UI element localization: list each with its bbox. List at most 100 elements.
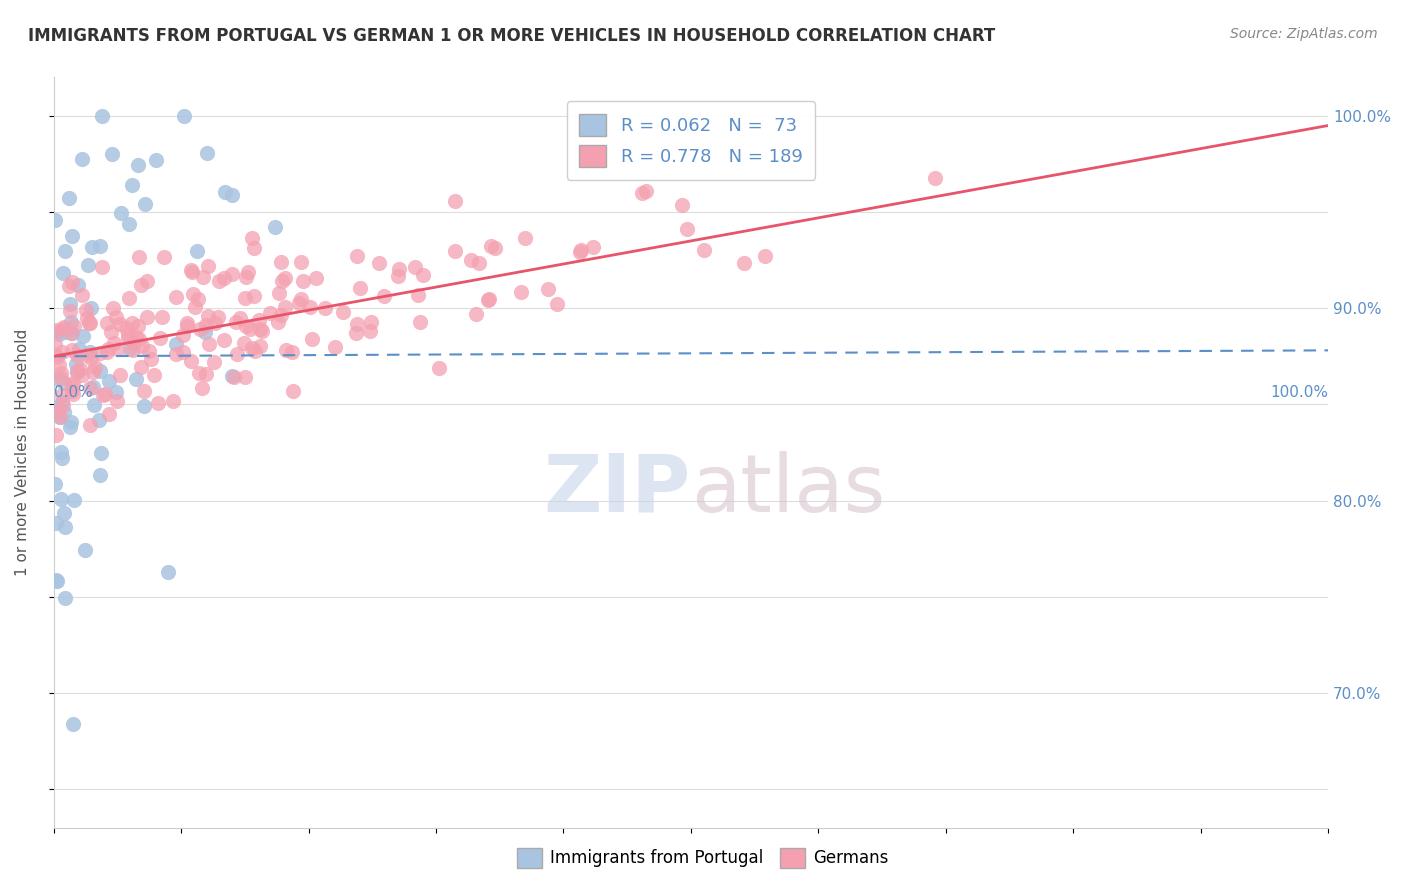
Point [49, 366, 72, 380]
Point [225, 315, 247, 329]
Point [53, 405, 76, 419]
Point [214, 333, 236, 347]
Point [138, 344, 160, 359]
Point [153, 250, 176, 264]
Point [51, 395, 73, 409]
Point [46, 400, 69, 414]
Point [122, 343, 145, 357]
Point [79, 417, 101, 432]
Point [62, 276, 84, 290]
Point [187, 292, 209, 306]
Point [52, 267, 75, 281]
Point [187, 367, 209, 381]
Point [477, 293, 499, 308]
Point [349, 281, 371, 295]
Point [186, 244, 208, 259]
Point [72, 288, 94, 302]
Point [287, 296, 309, 310]
Point [132, 384, 155, 398]
Point [53, 591, 76, 605]
Point [194, 318, 217, 332]
Point [513, 231, 536, 245]
Point [274, 270, 297, 285]
Point [77, 258, 100, 272]
Point [247, 312, 270, 326]
Point [195, 146, 218, 161]
Point [224, 369, 246, 384]
Point [83, 398, 105, 412]
Point [66, 365, 89, 379]
Point [267, 285, 290, 300]
Point [82, 365, 104, 379]
Point [233, 291, 256, 305]
Point [181, 287, 204, 301]
Point [443, 244, 465, 258]
Point [80, 301, 103, 315]
Point [221, 187, 243, 202]
Point [59, 304, 82, 318]
Point [117, 328, 139, 343]
Point [733, 256, 755, 270]
Point [125, 330, 148, 344]
Point [118, 343, 141, 357]
Point [75, 302, 97, 317]
Point [135, 273, 157, 287]
Point [45, 573, 67, 587]
Point [97, 407, 120, 421]
Point [412, 268, 434, 283]
Point [98, 374, 121, 388]
Point [76, 311, 98, 326]
Point [484, 241, 506, 255]
Point [290, 255, 312, 269]
Text: IMMIGRANTS FROM PORTUGAL VS GERMAN 1 OR MORE VEHICLES IN HOUSEHOLD CORRELATION C: IMMIGRANTS FROM PORTUGAL VS GERMAN 1 OR … [28, 27, 995, 45]
Point [121, 178, 143, 192]
Point [83, 380, 105, 394]
Point [103, 335, 125, 350]
Point [270, 308, 292, 322]
Point [129, 278, 152, 293]
Point [44, 407, 66, 421]
Point [44, 476, 66, 491]
Point [80, 239, 103, 253]
Point [60, 384, 83, 398]
Point [346, 249, 368, 263]
Point [290, 292, 312, 306]
Point [145, 153, 167, 168]
Point [754, 249, 776, 263]
Point [162, 393, 184, 408]
Point [176, 316, 198, 330]
Point [79, 316, 101, 330]
Point [249, 322, 271, 336]
Point [693, 243, 716, 257]
Point [80, 351, 103, 365]
Point [346, 317, 368, 331]
Point [45, 323, 67, 337]
Point [197, 259, 219, 273]
Point [107, 342, 129, 356]
Point [89, 346, 111, 360]
Point [259, 306, 281, 320]
Point [298, 300, 321, 314]
Point [180, 263, 202, 277]
Point [443, 194, 465, 208]
Point [62, 343, 84, 357]
Point [202, 355, 225, 369]
Point [181, 264, 204, 278]
Point [127, 158, 149, 172]
Point [510, 285, 533, 299]
Point [62, 386, 84, 401]
Point [460, 252, 482, 267]
Point [52, 376, 75, 391]
Point [204, 316, 226, 330]
Point [91, 388, 114, 402]
Point [105, 393, 128, 408]
Point [283, 384, 305, 399]
Point [49, 410, 72, 425]
Point [291, 275, 314, 289]
Point [60, 326, 83, 340]
Point [429, 361, 451, 376]
Point [96, 345, 118, 359]
Point [387, 269, 409, 284]
Point [229, 310, 252, 325]
Point [94, 386, 117, 401]
